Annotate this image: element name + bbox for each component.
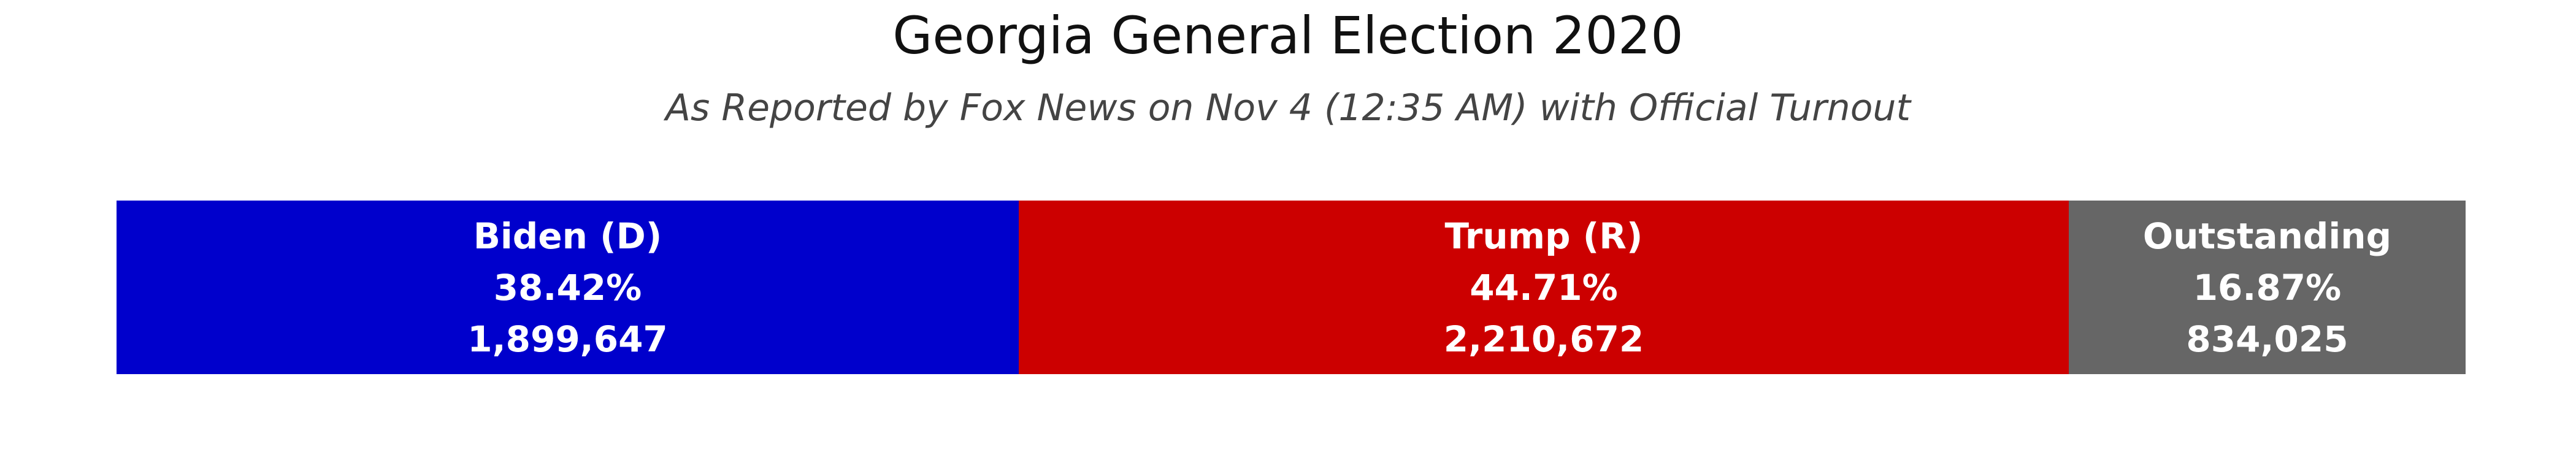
segment-percent-label: 44.71% [1470,266,1618,309]
bar-segment-biden: Biden (D) 38.42% 1,899,647 [117,201,1019,374]
segment-votes-label: 2,210,672 [1443,318,1644,360]
segment-name-label: Outstanding [2142,215,2392,257]
bar-segment-trump: Trump (R) 44.71% 2,210,672 [1019,201,2069,374]
chart-title: Georgia General Election 2020 [892,6,1684,66]
segment-name-label: Biden (D) [473,215,662,257]
segment-name-label: Trump (R) [1444,215,1643,257]
segment-percent-label: 38.42% [493,266,642,309]
segment-votes-label: 834,025 [2186,318,2348,360]
segment-percent-label: 16.87% [2193,266,2342,309]
segment-votes-label: 1,899,647 [467,318,668,360]
bar-segment-outstanding: Outstanding 16.87% 834,025 [2069,201,2466,374]
chart-subtitle: As Reported by Fox News on Nov 4 (12:35 … [665,86,1911,129]
stacked-bar: Biden (D) 38.42% 1,899,647 Trump (R) 44.71% 2… [117,201,2466,374]
